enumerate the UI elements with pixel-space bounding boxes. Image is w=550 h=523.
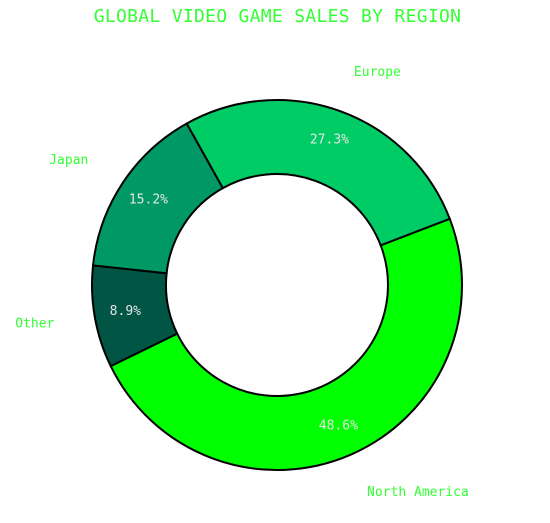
value-label-other: 8.9% — [110, 304, 141, 319]
chart-title: GLOBAL VIDEO GAME SALES BY REGION — [93, 6, 462, 27]
category-label-other: Other — [15, 317, 54, 332]
category-label-north-america: North America — [367, 485, 469, 500]
slice-north-america — [109, 217, 464, 471]
category-label-japan: Japan — [49, 153, 88, 168]
slice-europe — [185, 99, 452, 247]
donut-slices — [91, 99, 464, 471]
value-label-north-america: 48.6% — [319, 419, 358, 434]
slice-labels: North America 48.6% Europe 27.3% Japan 15.2% O… — [15, 65, 469, 500]
value-label-japan: 15.2% — [129, 193, 168, 208]
slice-other — [91, 264, 179, 368]
value-label-europe: 27.3% — [310, 133, 349, 148]
category-label-europe: Europe — [354, 65, 401, 80]
